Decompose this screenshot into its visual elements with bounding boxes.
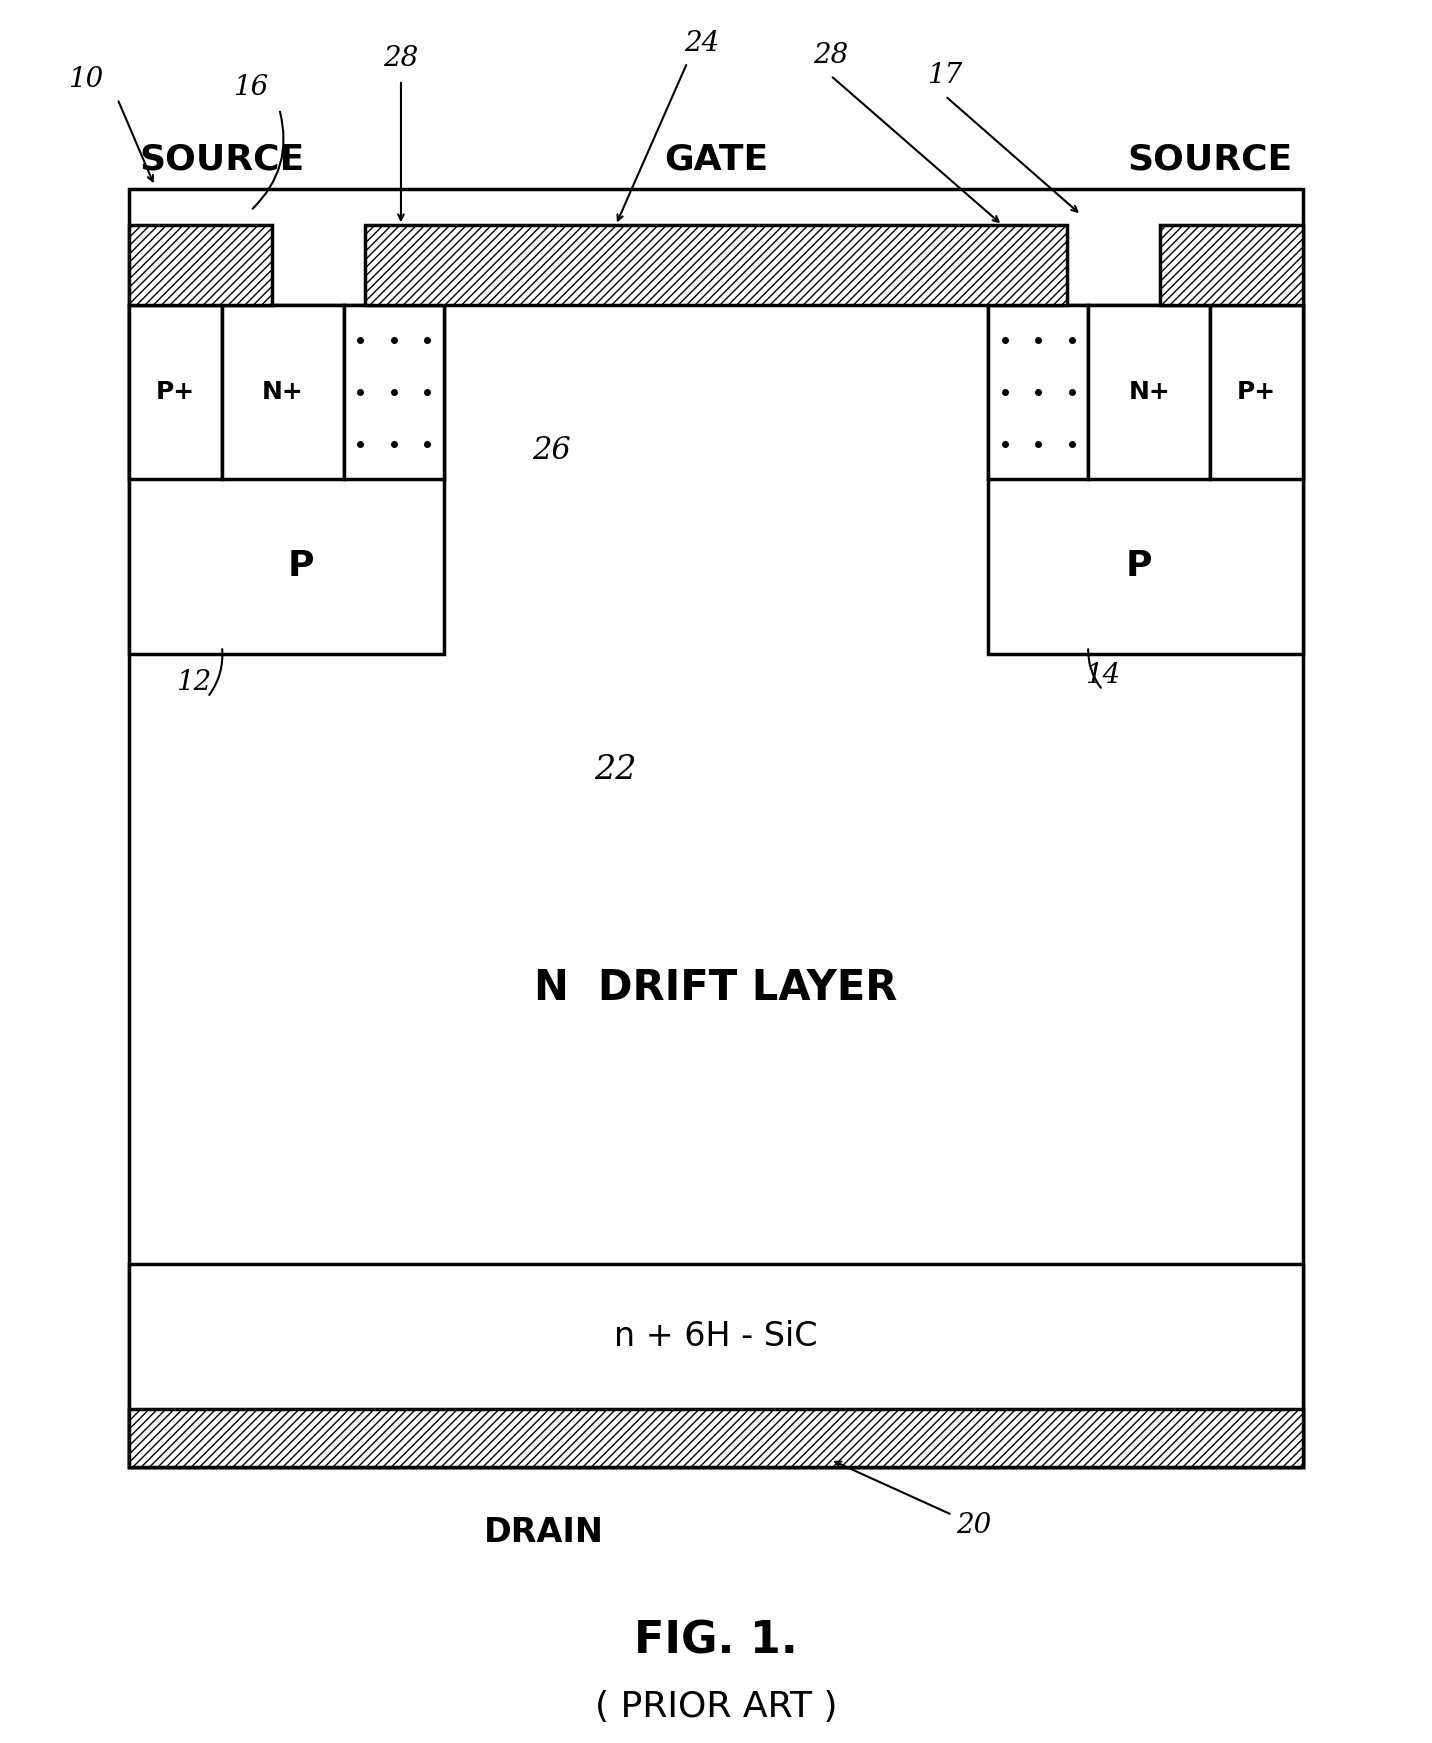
Text: DRAIN: DRAIN (484, 1516, 604, 1550)
Bar (129, 305, 222, 479)
Bar (129, 188, 1303, 1468)
Text: 14: 14 (1085, 662, 1120, 688)
Bar (344, 305, 444, 479)
Bar (988, 305, 1088, 479)
Text: P: P (1126, 549, 1151, 584)
Text: 28: 28 (384, 45, 418, 71)
Bar (222, 305, 344, 479)
Text: SOURCE: SOURCE (139, 143, 305, 176)
Text: N  DRIFT LAYER: N DRIFT LAYER (534, 967, 898, 1009)
Text: P+: P+ (156, 380, 195, 404)
Text: P: P (288, 549, 314, 584)
Text: n + 6H - SiC: n + 6H - SiC (614, 1319, 818, 1353)
Bar (129, 225, 272, 305)
Text: 10: 10 (69, 66, 103, 94)
Bar (129, 1264, 1303, 1468)
Text: GATE: GATE (664, 143, 768, 176)
Text: ( PRIOR ART ): ( PRIOR ART ) (594, 1689, 838, 1724)
Bar (365, 225, 1067, 305)
Bar (988, 305, 1303, 654)
Text: 28: 28 (813, 42, 848, 68)
Text: 17: 17 (928, 63, 962, 89)
Text: 22: 22 (594, 753, 637, 786)
Text: N+: N+ (262, 380, 304, 404)
Text: 12: 12 (176, 669, 211, 695)
Bar (1088, 305, 1210, 479)
Text: P+: P+ (1237, 380, 1276, 404)
Bar (1210, 305, 1303, 479)
Text: 20: 20 (957, 1511, 991, 1539)
Text: N+: N+ (1128, 380, 1170, 404)
Bar (1160, 225, 1303, 305)
Bar (129, 305, 444, 654)
Text: 24: 24 (684, 30, 719, 58)
Text: FIG. 1.: FIG. 1. (634, 1619, 798, 1663)
Bar (129, 1408, 1303, 1468)
Text: 16: 16 (233, 73, 268, 101)
Text: 26: 26 (531, 434, 571, 465)
Text: SOURCE: SOURCE (1127, 143, 1293, 176)
